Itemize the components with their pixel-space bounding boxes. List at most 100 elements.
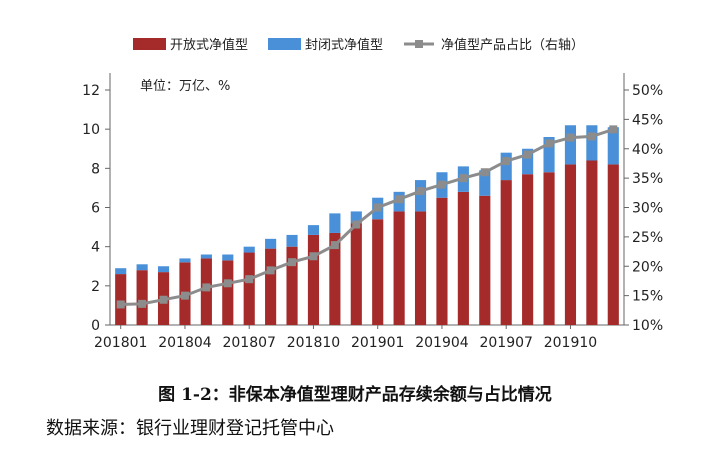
y-left-tick-label: 0 — [91, 318, 100, 334]
bar-closed-201908 — [522, 148, 534, 175]
ratio-point-201906 — [480, 168, 489, 177]
x-tick-label: 201907 — [479, 335, 532, 351]
ratio-point-201912 — [609, 125, 618, 134]
y-left-tick-label: 10 — [82, 122, 100, 138]
figure-source: 数据来源：银行业理财登记托管中心 — [46, 418, 334, 439]
y-right-tick-label: 20% — [632, 259, 663, 275]
bar-closed-201812 — [350, 211, 362, 224]
figure-caption: 图 1-2：非保本净值型理财产品存续余额与占比情况 — [158, 385, 552, 405]
bar-open-201807 — [243, 252, 255, 325]
bar-open-201808 — [265, 248, 277, 325]
axes: 0 2 4 6 8 10 12 10% 15% 20% 25% 30% 35% 40% 45% 50% — [82, 73, 663, 334]
y-right-tick-label: 15% — [632, 289, 663, 305]
ratio-point-201812 — [352, 220, 361, 229]
ratio-point-201806 — [223, 279, 232, 288]
ratio-point-201801 — [116, 300, 125, 309]
bar-open-201912 — [607, 164, 619, 325]
bar-open-201809 — [286, 246, 298, 325]
bar-open-201903 — [414, 211, 427, 325]
bar-open-201906 — [479, 195, 491, 325]
bar-closed-201801 — [115, 268, 127, 275]
bar-closed-201907 — [500, 152, 512, 181]
ratio-point-201804 — [180, 291, 189, 300]
legend-swatch-0 — [133, 38, 166, 50]
legend-marker-2 — [415, 40, 423, 48]
ratio-point-201907 — [502, 157, 511, 166]
ratio-line-path — [120, 127, 614, 306]
bar-open-201802 — [136, 270, 148, 325]
bar-closed-201909 — [543, 137, 555, 173]
bar-open-201805 — [200, 258, 212, 325]
x-tick-label: 201904 — [415, 335, 469, 351]
ratio-point-201808 — [266, 266, 275, 275]
unit-label: 单位：万亿、% — [140, 79, 230, 94]
bar-closed-201804 — [179, 258, 191, 263]
bar-open-201811 — [329, 232, 341, 325]
ratio-point-201911 — [587, 132, 596, 141]
y-left-tick-label: 6 — [91, 201, 100, 217]
x-tick-label: 201901 — [351, 335, 404, 351]
legend-label-0: 开放式净值型 — [170, 37, 248, 53]
bars — [115, 125, 619, 325]
x-tick-label: 201801 — [94, 335, 147, 351]
y-right-tick-label: 25% — [632, 230, 663, 246]
bar-closed-201805 — [200, 254, 212, 259]
x-tick-label: 201810 — [287, 335, 340, 351]
bar-open-201810 — [307, 234, 320, 325]
ratio-point-201909 — [545, 139, 554, 148]
y-left-tick-label: 8 — [91, 161, 100, 177]
bar-closed-201903 — [414, 180, 427, 212]
y-left-tick-label: 2 — [91, 279, 100, 295]
bar-open-201911 — [586, 160, 598, 325]
bar-open-201801 — [115, 274, 127, 325]
bar-open-201908 — [522, 174, 534, 325]
bar-open-201902 — [393, 211, 405, 325]
chart: 开放式净值型 封闭式净值型 净值型产品占比（右轴） 单位：万亿、% 0 2 4 6 8 10 1… — [82, 37, 663, 351]
bar-closed-201810 — [307, 225, 320, 235]
bar-open-201812 — [350, 223, 362, 325]
x-tick-label: 201910 — [544, 335, 597, 351]
ratio-point-201810 — [309, 252, 318, 261]
y-right-tick-label: 45% — [632, 112, 663, 128]
bar-open-201909 — [543, 172, 555, 325]
bar-closed-201906 — [479, 170, 491, 196]
bar-closed-201811 — [329, 213, 341, 233]
y-right-tick-label: 30% — [632, 201, 663, 217]
ratio-point-201903 — [416, 187, 425, 196]
bar-open-201905 — [457, 191, 469, 325]
bar-closed-201806 — [222, 254, 234, 261]
ratio-point-201803 — [159, 295, 168, 304]
ratio-point-201809 — [288, 258, 297, 267]
bar-closed-201809 — [286, 234, 298, 247]
bar-closed-201808 — [265, 238, 277, 249]
ratio-line — [116, 125, 618, 309]
ratio-point-201802 — [138, 299, 147, 308]
y-left-tick-label: 12 — [82, 83, 100, 99]
bar-closed-201803 — [157, 266, 170, 273]
bar-closed-201910 — [564, 125, 577, 165]
x-tick-label: 201804 — [158, 335, 212, 351]
bar-open-201901 — [372, 219, 384, 325]
bar-open-201907 — [500, 180, 512, 325]
legend-label-1: 封闭式净值型 — [305, 37, 383, 53]
y-right-tick-label: 10% — [632, 318, 663, 334]
ratio-point-201905 — [459, 174, 468, 183]
bar-closed-201807 — [243, 246, 255, 253]
bar-open-201806 — [222, 260, 234, 325]
bar-closed-201912 — [607, 127, 619, 165]
ratio-point-201811 — [330, 241, 339, 250]
bar-open-201904 — [436, 197, 448, 325]
y-right-tick-label: 50% — [632, 83, 663, 99]
x-tick-label: 201807 — [222, 335, 275, 351]
legend-label-2: 净值型产品占比（右轴） — [441, 37, 584, 53]
legend-swatch-1 — [268, 38, 301, 50]
ratio-point-201901 — [373, 203, 382, 212]
bar-open-201910 — [564, 164, 577, 325]
ratio-point-201908 — [523, 150, 532, 159]
ratio-point-201904 — [437, 180, 446, 189]
ratio-point-201910 — [566, 133, 575, 142]
ratio-point-201807 — [245, 275, 254, 284]
y-right-tick-label: 40% — [632, 142, 663, 158]
ratio-point-201902 — [395, 195, 404, 204]
y-right-tick-label: 35% — [632, 171, 663, 187]
